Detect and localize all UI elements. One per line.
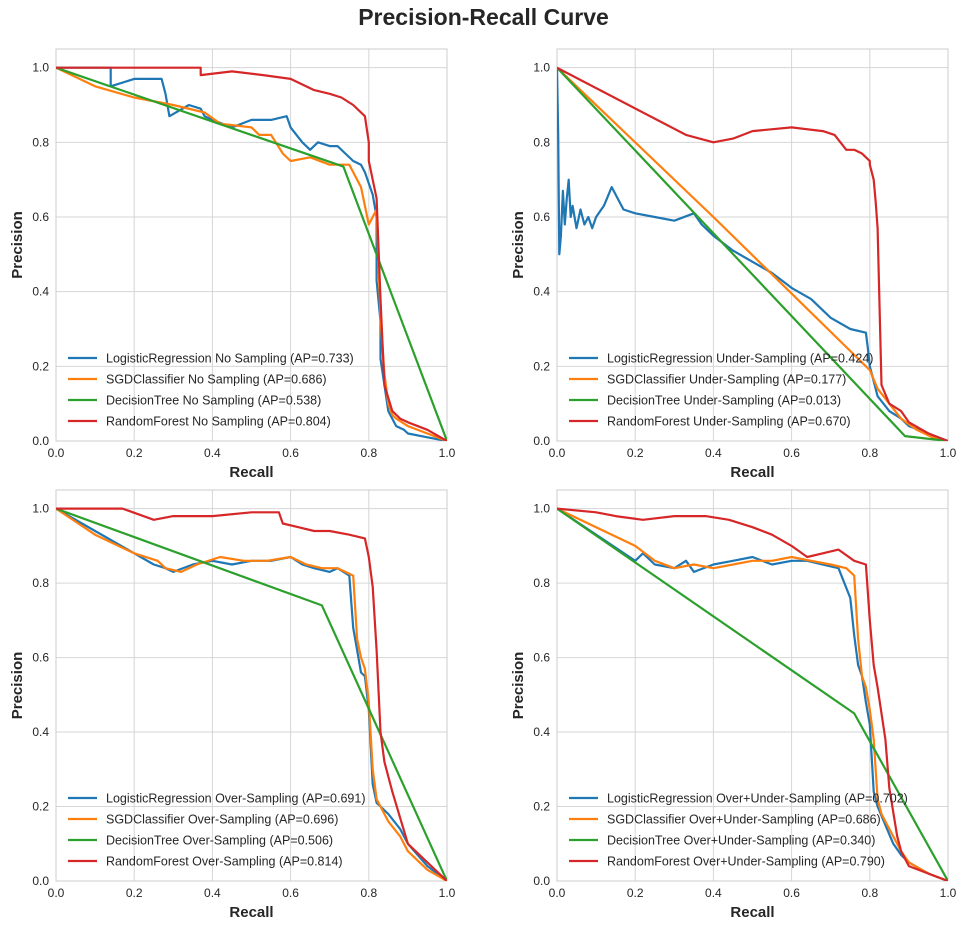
- legend-label: DecisionTree Over-Sampling (AP=0.506): [106, 834, 333, 848]
- y-tick-label: 0.8: [533, 576, 550, 590]
- x-tick-label: 0.2: [126, 886, 143, 900]
- y-tick-label: 0.6: [32, 651, 49, 665]
- y-tick-label: 1.0: [32, 61, 49, 75]
- legend-label: LogisticRegression Over+Under-Sampling (…: [607, 792, 908, 806]
- x-tick-label: 0.2: [126, 446, 143, 460]
- x-tick-label: 1.0: [439, 446, 456, 460]
- x-tick-label: 0.4: [204, 886, 221, 900]
- x-tick-label: 0.0: [48, 446, 65, 460]
- legend: LogisticRegression Over-Sampling (AP=0.6…: [68, 792, 366, 869]
- series-line-3: [557, 507, 948, 881]
- axes-frame: [556, 48, 949, 442]
- y-tick-label: 0.0: [533, 874, 550, 888]
- y-tick-label: 0.0: [32, 434, 49, 448]
- series-line-3: [56, 507, 447, 881]
- x-tick-label: 0.8: [360, 886, 377, 900]
- x-axis-label: Recall: [229, 464, 273, 481]
- series-line-4: [557, 66, 948, 441]
- y-tick-label: 0.2: [32, 800, 49, 814]
- y-tick-label: 0.4: [32, 285, 49, 299]
- series-line-4: [56, 507, 447, 881]
- legend-label: SGDClassifier No Sampling (AP=0.686): [106, 373, 327, 387]
- axes-frame: [55, 489, 448, 882]
- series-line-4: [56, 66, 447, 441]
- subplot-2: 0.0 0.2 0.4 0.6 0.8 1.0 0.0 0.2 0.4 0.6 0.8 1.0 Reca…: [510, 48, 957, 481]
- legend-label: RandomForest Over-Sampling (AP=0.814): [106, 855, 343, 869]
- x-tick-label: 0.4: [705, 886, 722, 900]
- y-axis-label: Precision: [510, 652, 527, 720]
- y-tick-label: 0.4: [533, 285, 550, 299]
- x-tick-label: 1.0: [439, 886, 456, 900]
- legend-label: RandomForest Under-Sampling (AP=0.670): [607, 415, 851, 429]
- series-line-2: [557, 507, 948, 881]
- x-tick-label: 0.4: [204, 446, 221, 460]
- x-tick-label: 0.6: [282, 886, 299, 900]
- x-axis-label: Recall: [229, 904, 273, 921]
- y-tick-label: 0.8: [533, 135, 550, 149]
- series-line-4: [557, 507, 948, 881]
- series-line-2: [56, 507, 447, 881]
- x-tick-label: 0.0: [549, 886, 566, 900]
- y-tick-label: 0.2: [32, 359, 49, 373]
- legend: LogisticRegression Under-Sampling (AP=0.…: [569, 352, 873, 429]
- y-axis-label: Precision: [510, 211, 527, 279]
- legend-label: DecisionTree Over+Under-Sampling (AP=0.3…: [607, 834, 875, 848]
- y-tick-label: 0.6: [32, 210, 49, 224]
- legend-label: LogisticRegression Over-Sampling (AP=0.6…: [106, 792, 366, 806]
- subplot-1: 0.0 0.2 0.4 0.6 0.8 1.0 0.0 0.2 0.4 0.6 0.8 1.0 Reca…: [9, 48, 456, 481]
- x-tick-label: 0.2: [627, 446, 644, 460]
- x-tick-label: 0.6: [783, 446, 800, 460]
- y-tick-label: 0.0: [32, 874, 49, 888]
- x-tick-label: 0.0: [549, 446, 566, 460]
- x-tick-label: 0.6: [783, 886, 800, 900]
- subplot-4: 0.0 0.2 0.4 0.6 0.8 1.0 0.0 0.2 0.4 0.6 0.8 1.0 Reca…: [510, 489, 957, 921]
- figure-title: Precision-Recall Curve: [358, 4, 609, 30]
- series-line-3: [56, 66, 447, 441]
- x-axis-label: Recall: [730, 904, 774, 921]
- y-tick-label: 0.2: [533, 800, 550, 814]
- y-tick-label: 1.0: [533, 61, 550, 75]
- legend-label: LogisticRegression Under-Sampling (AP=0.…: [607, 352, 873, 366]
- y-tick-label: 0.4: [32, 725, 49, 739]
- x-tick-label: 0.2: [627, 886, 644, 900]
- x-tick-label: 0.4: [705, 446, 722, 460]
- subplot-3: 0.0 0.2 0.4 0.6 0.8 1.0 0.0 0.2 0.4 0.6 0.8 1.0 Reca…: [9, 489, 456, 921]
- y-axis-label: Precision: [9, 652, 26, 720]
- legend-label: RandomForest No Sampling (AP=0.804): [106, 415, 331, 429]
- legend-label: DecisionTree Under-Sampling (AP=0.013): [607, 394, 841, 408]
- y-tick-label: 1.0: [533, 502, 550, 516]
- y-tick-label: 0.2: [533, 359, 550, 373]
- series-line-2: [56, 66, 447, 441]
- x-tick-label: 0.0: [48, 886, 65, 900]
- legend-label: SGDClassifier Over-Sampling (AP=0.696): [106, 813, 338, 827]
- legend-label: SGDClassifier Under-Sampling (AP=0.177): [607, 373, 846, 387]
- legend-label: SGDClassifier Over+Under-Sampling (AP=0.…: [607, 813, 881, 827]
- series-line-3: [557, 66, 948, 441]
- axes-frame: [556, 489, 949, 882]
- x-axis-label: Recall: [730, 464, 774, 481]
- x-tick-label: 0.8: [861, 446, 878, 460]
- legend-label: RandomForest Over+Under-Sampling (AP=0.7…: [607, 855, 885, 869]
- y-tick-label: 0.8: [32, 135, 49, 149]
- legend: LogisticRegression Over+Under-Sampling (…: [569, 792, 908, 869]
- series-line-1: [557, 67, 948, 441]
- legend-label: LogisticRegression No Sampling (AP=0.733…: [106, 352, 354, 366]
- y-tick-label: 0.6: [533, 651, 550, 665]
- y-tick-label: 1.0: [32, 502, 49, 516]
- x-tick-label: 0.8: [861, 886, 878, 900]
- y-tick-label: 0.0: [533, 434, 550, 448]
- x-tick-label: 0.6: [282, 446, 299, 460]
- legend-label: DecisionTree No Sampling (AP=0.538): [106, 394, 321, 408]
- y-tick-label: 0.4: [533, 725, 550, 739]
- y-axis-label: Precision: [9, 211, 26, 279]
- x-tick-label: 0.8: [360, 446, 377, 460]
- legend: LogisticRegression No Sampling (AP=0.733…: [68, 352, 354, 429]
- x-tick-label: 1.0: [940, 446, 957, 460]
- y-tick-label: 0.6: [533, 210, 550, 224]
- x-tick-label: 1.0: [940, 886, 957, 900]
- y-tick-label: 0.8: [32, 576, 49, 590]
- axes-frame: [55, 48, 448, 442]
